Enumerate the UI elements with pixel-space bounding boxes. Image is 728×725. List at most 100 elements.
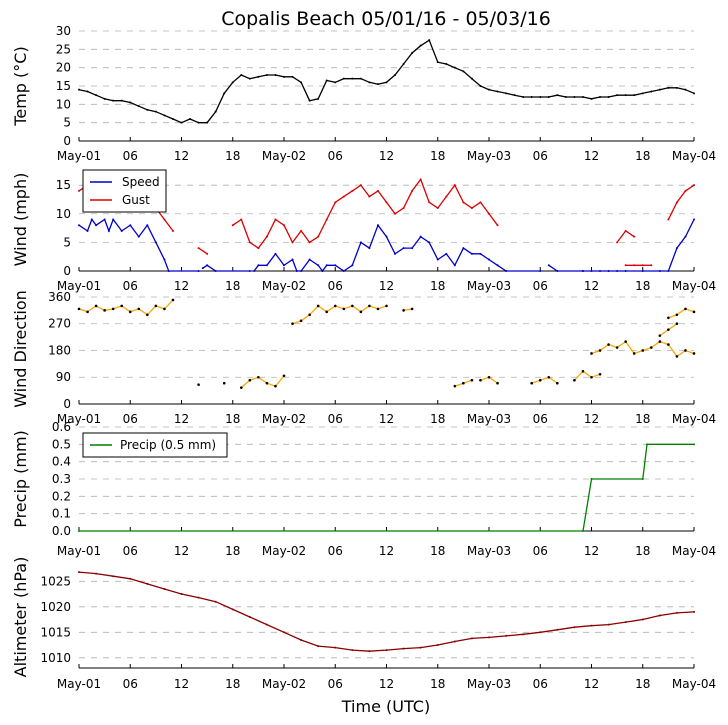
y-tick-label: 30 [56,24,71,38]
y-tick-label: 360 [48,290,71,304]
y-tick-label: 270 [48,317,71,331]
data-point [359,184,362,187]
data-point [598,349,602,352]
data-point [342,195,345,198]
data-point [206,121,209,124]
data-point [675,86,678,89]
series-line [668,308,695,319]
data-point [445,63,448,65]
data-point [146,224,149,227]
data-point [411,52,414,54]
data-point [265,264,268,267]
data-point [641,618,644,621]
data-point [253,270,256,272]
data-point [222,381,226,385]
data-point [146,108,149,111]
y-tick-label: 10 [56,207,71,221]
y-tick-label: 90 [56,370,71,384]
data-point [590,97,593,100]
y-tick-label: 20 [56,61,71,75]
data-point [325,310,329,314]
data-point [376,224,379,227]
data-point [453,640,456,643]
data-point [321,270,324,272]
data-point [295,270,298,272]
data-point [488,212,490,215]
data-point [171,298,175,302]
data-point [590,352,593,355]
data-point [650,264,653,267]
legend-label: Gust [122,193,150,207]
data-point [470,77,473,80]
x-tick-label: May-01 [57,544,101,558]
data-point [214,110,217,113]
data-point [513,94,516,97]
y-tick-label: 10 [56,97,71,111]
data-point [265,623,268,626]
data-point [163,258,166,261]
data-point [607,343,610,346]
data-point [291,75,294,78]
legend-label: Precip (0.5 mm) [120,438,216,452]
data-point [470,252,473,255]
x-tick-label: 06 [328,279,343,293]
series-line [78,299,174,316]
data-point [351,649,354,652]
data-point [154,304,158,308]
data-point [283,264,285,267]
data-point [359,77,362,80]
data-point [265,381,269,385]
data-point [231,608,234,611]
data-point [470,637,473,640]
data-point [693,218,695,221]
data-point [274,74,277,76]
data-point [368,304,371,308]
x-tick-label: 06 [533,544,548,558]
data-point [359,241,362,244]
data-point [581,369,585,373]
series-line [78,571,695,652]
altimeter-panel: 1010 1015 1020 1025 May-01 06 12 18 May-02 06 12 18… [11,557,716,691]
data-point [646,443,649,446]
x-tick-label: 18 [635,279,650,293]
data-point [402,647,405,650]
data-point [522,96,525,98]
y-tick-label: 0.3 [52,472,71,486]
data-point [607,96,610,98]
data-point [197,270,200,272]
data-point [385,81,388,84]
data-point [667,218,670,221]
data-point [265,235,268,238]
y-tick-label: 180 [48,343,71,357]
data-point [316,304,320,308]
data-point [632,352,636,355]
y-tick-label: 5 [63,235,71,249]
data-point [453,66,456,69]
data-point [675,201,678,204]
data-point [95,224,98,227]
x-tick-label: 06 [328,149,343,163]
data-point [667,270,670,272]
data-point [248,270,251,272]
y-tick-label: 0.6 [52,420,71,434]
data-point [641,92,644,95]
data-point [325,218,328,221]
data-point [248,77,251,80]
data-point [436,644,439,647]
data-point [78,189,80,192]
data-point [334,201,337,204]
data-point [351,264,354,267]
data-point [649,346,653,349]
data-point [95,94,98,97]
data-point [419,646,422,649]
data-point [616,94,619,97]
data-point [693,184,695,187]
x-tick-label: 12 [584,544,599,558]
data-point [283,75,285,78]
data-point [351,77,354,80]
data-point [402,63,405,65]
data-point [359,310,363,314]
x-tick-label: 06 [328,412,343,426]
x-tick-label: 06 [123,412,138,426]
x-tick-label: May-02 [262,412,306,426]
